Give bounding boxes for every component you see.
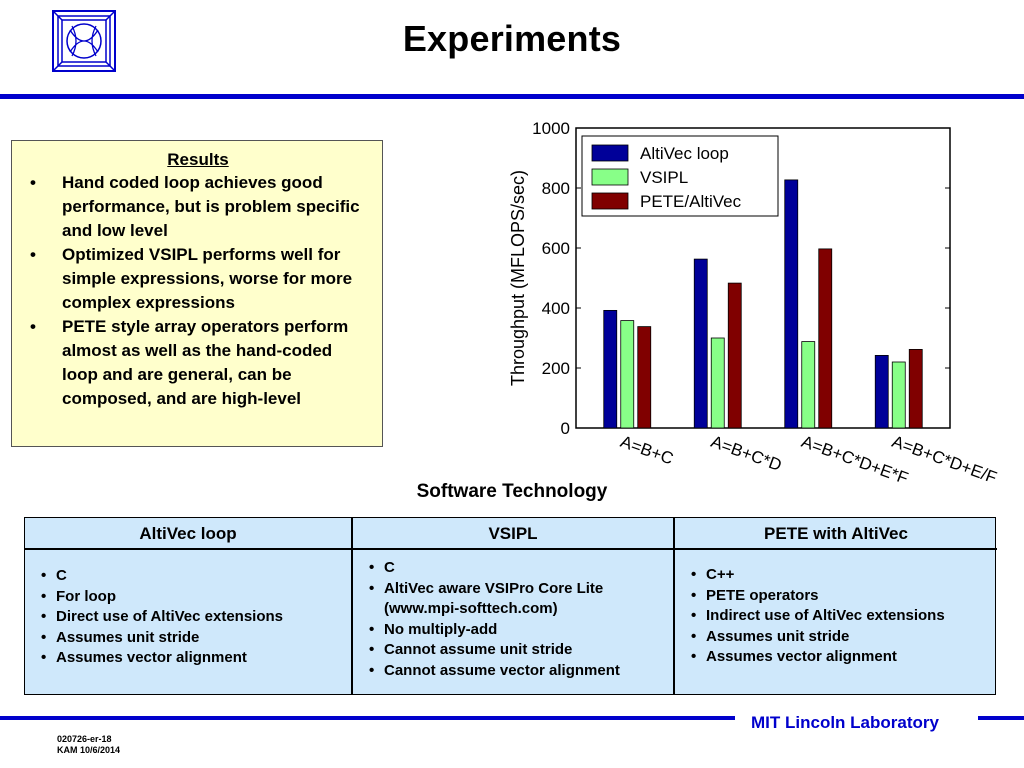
y-axis-label: Throughput (MFLOPS/sec) <box>508 170 528 386</box>
results-list: Hand coded loop achieves good performanc… <box>24 171 372 411</box>
list-item: C++ <box>675 565 997 586</box>
table-column-altivec: AltiVec loop C For loop Direct use of Al… <box>25 518 351 694</box>
list-item: Cannot assume vector alignment <box>353 661 673 682</box>
slide-code: 020726-er-18 <box>57 734 112 744</box>
page-title: Experiments <box>402 18 622 59</box>
bar <box>818 248 833 429</box>
list-item: Assumes unit stride <box>675 627 997 648</box>
throughput-bar-chart: 0 200 400 600 800 1000 Throughput (MFLOPS/sec)… <box>508 119 999 488</box>
x-tick-label: A=B+C*D <box>708 432 784 475</box>
chart-bars <box>603 179 923 429</box>
bar <box>637 326 652 429</box>
results-box: Results Hand coded loop achieves good pe… <box>11 140 383 447</box>
list-item: AltiVec aware VSIPro Core Lite (www.mpi-… <box>353 579 673 620</box>
list-item: PETE operators <box>675 586 997 607</box>
lab-name: MIT Lincoln Laboratory <box>751 713 939 732</box>
results-heading: Results <box>167 150 229 169</box>
list-item: For loop <box>25 587 351 608</box>
bar <box>620 320 635 429</box>
list-item: Direct use of AltiVec extensions <box>25 607 351 628</box>
column-header: PETE with AltiVec <box>675 518 997 550</box>
software-technology-title: Software Technology <box>416 481 608 502</box>
column-list: C++ PETE operators Indirect use of AltiV… <box>675 550 997 668</box>
list-item: Indirect use of AltiVec extensions <box>675 606 997 627</box>
bar <box>908 348 923 429</box>
legend-label: VSIPL <box>640 168 688 187</box>
bar <box>727 282 742 429</box>
column-header: AltiVec loop <box>25 518 351 550</box>
table-column-pete: PETE with AltiVec C++ PETE operators Ind… <box>675 518 997 694</box>
bar <box>784 179 799 429</box>
y-tick-label: 400 <box>542 299 570 318</box>
footer-rule-left <box>0 716 735 720</box>
footer-rule-right <box>978 716 1024 720</box>
x-tick-label: A=B+C <box>618 432 676 469</box>
mit-ll-logo-icon <box>52 10 116 72</box>
column-list: C AltiVec aware VSIPro Core Lite (www.mp… <box>353 550 673 681</box>
legend-label: PETE/AltiVec <box>640 192 742 211</box>
results-item: Hand coded loop achieves good performanc… <box>24 171 372 243</box>
y-tick-label: 0 <box>561 419 570 438</box>
y-tick-label: 200 <box>542 359 570 378</box>
bar <box>710 337 725 429</box>
y-tick-label: 600 <box>542 239 570 258</box>
bar <box>801 341 816 429</box>
column-list: C For loop Direct use of AltiVec extensi… <box>25 550 351 669</box>
legend-swatch <box>591 192 629 210</box>
bar <box>891 361 906 429</box>
list-item: No multiply-add <box>353 620 673 641</box>
results-item: Optimized VSIPL performs well for simple… <box>24 243 372 315</box>
list-item: C <box>25 566 351 587</box>
list-item: Cannot assume unit stride <box>353 640 673 661</box>
chart-legend: AltiVec loop VSIPL PETE/AltiVec <box>581 135 779 217</box>
legend-label: AltiVec loop <box>640 144 729 163</box>
bar <box>603 309 618 429</box>
software-table: AltiVec loop C For loop Direct use of Al… <box>24 517 997 695</box>
slide-date: KAM 10/6/2014 <box>57 745 121 755</box>
bar <box>874 354 889 429</box>
list-item: Assumes vector alignment <box>25 648 351 669</box>
column-header: VSIPL <box>353 518 673 550</box>
results-item: PETE style array operators perform almos… <box>24 315 372 411</box>
list-item: C <box>353 558 673 579</box>
header-rule <box>0 94 1024 99</box>
y-tick-label: 800 <box>542 179 570 198</box>
legend-swatch <box>591 144 629 162</box>
bar <box>693 258 708 429</box>
footer-code: 020726-er-18 KAM 10/6/2014 <box>57 734 120 756</box>
legend-swatch <box>591 168 629 186</box>
y-tick-label: 1000 <box>532 119 570 138</box>
list-item: Assumes unit stride <box>25 628 351 649</box>
list-item: Assumes vector alignment <box>675 647 997 668</box>
table-column-vsipl: VSIPL C AltiVec aware VSIPro Core Lite (… <box>351 518 675 694</box>
